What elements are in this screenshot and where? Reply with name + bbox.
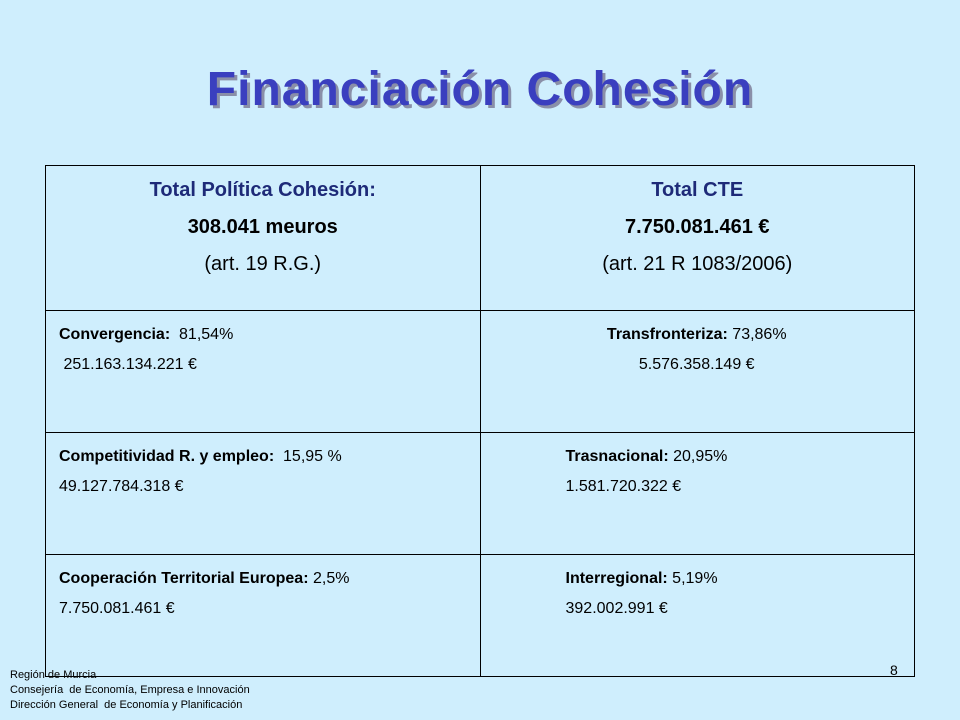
header-amount: 308.041 meuros [187, 216, 338, 238]
cell-percent: 20,95% [668, 448, 728, 465]
cell-value: 5.576.358.149 € [638, 356, 755, 373]
cell-label: Transfronteriza: [606, 326, 728, 343]
header-cell-politica: Total Política Cohesión: 308.041 meuros … [45, 165, 481, 311]
slide-title: Financiación Cohesión [206, 63, 754, 116]
header-title: Total Política Cohesión: [149, 179, 376, 201]
footer-line: Consejería de Economía, Empresa e Innova… [10, 684, 250, 696]
table-row: Convergencia: 81,54% 251.163.134.221 € T… [45, 310, 915, 433]
header-amount: 7.750.081.461 € [624, 216, 770, 238]
cell-label: Competitividad R. y empleo: [59, 448, 275, 465]
footer: Región de Murcia Consejería de Economía,… [10, 668, 250, 713]
header-cell-cte: Total CTE 7.750.081.461 € (art. 21 R 108… [479, 165, 915, 311]
cell-value: 392.002.991 € [565, 600, 668, 617]
cell-convergencia: Convergencia: 81,54% 251.163.134.221 € [45, 310, 481, 433]
cell-value: 49.127.784.318 € [59, 478, 184, 495]
cell-percent: 2,5% [308, 570, 350, 587]
cell-value: 7.750.081.461 € [59, 600, 175, 617]
cell-percent: 81,54% [170, 326, 234, 343]
cell-label: Interregional: [565, 570, 668, 587]
cell-percent: 5,19% [667, 570, 718, 587]
cell-interregional: Interregional: 5,19% 392.002.991 € [479, 554, 915, 677]
cell-label: Cooperación Territorial Europea: [59, 570, 309, 587]
table-row: Competitividad R. y empleo: 15,95 % 49.1… [45, 432, 915, 555]
page-number: 8 [890, 662, 898, 678]
header-title: Total CTE [651, 179, 744, 201]
header-article: (art. 21 R 1083/2006) [602, 253, 793, 275]
cell-label: Trasnacional: [565, 448, 669, 465]
cohesion-table: Total Política Cohesión: 308.041 meuros … [45, 165, 915, 677]
cell-value: 1.581.720.322 € [565, 478, 682, 495]
cell-percent: 15,95 % [274, 448, 342, 465]
cell-transfronteriza: Transfronteriza: 73,86% 5.576.358.149 € [479, 310, 915, 433]
cell-trasnacional: Trasnacional: 20,95% 1.581.720.322 € [479, 432, 915, 555]
header-article: (art. 19 R.G.) [204, 253, 322, 275]
cell-label: Convergencia: [59, 326, 171, 343]
table-row: Cooperación Territorial Europea: 2,5% 7.… [45, 554, 915, 677]
footer-line: Dirección General de Economía y Planific… [10, 699, 243, 711]
cell-percent: 73,86% [727, 326, 787, 343]
cell-cooperacion: Cooperación Territorial Europea: 2,5% 7.… [45, 554, 481, 677]
cell-competitividad: Competitividad R. y empleo: 15,95 % 49.1… [45, 432, 481, 555]
table-header-row: Total Política Cohesión: 308.041 meuros … [45, 165, 915, 311]
footer-line: Región de Murcia [10, 669, 97, 681]
cell-value: 251.163.134.221 € [59, 356, 197, 373]
